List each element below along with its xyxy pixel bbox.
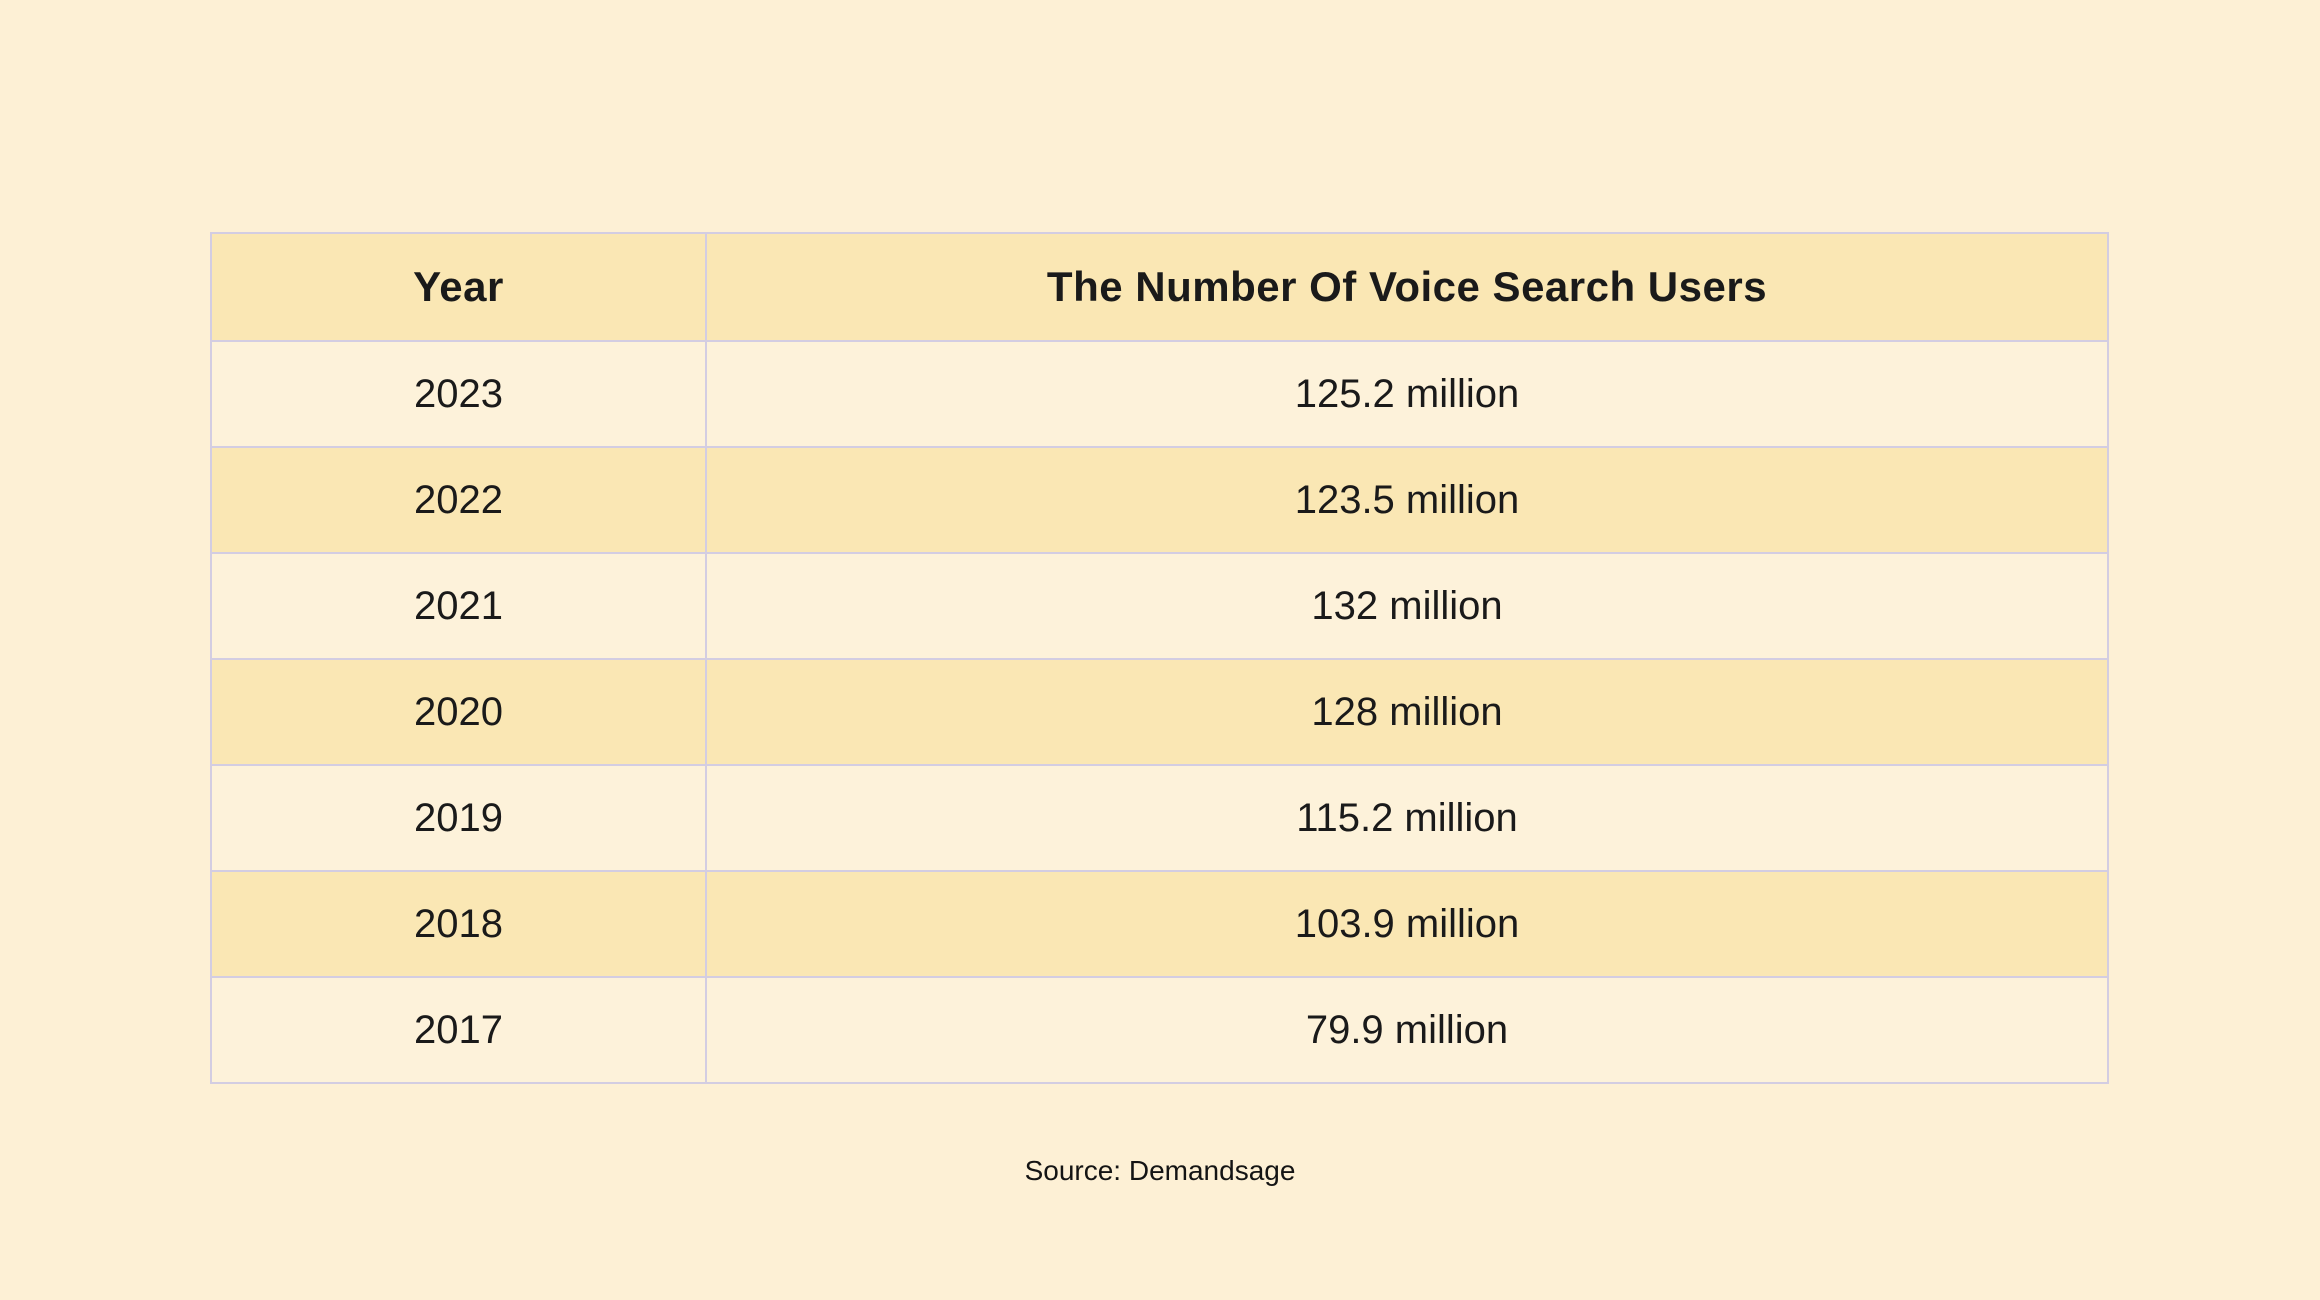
value-cell: 115.2 million xyxy=(705,764,2109,872)
source-caption: Source: Demandsage xyxy=(1024,1155,1296,1186)
value-cell: 103.9 million xyxy=(705,870,2109,978)
voice-search-users-table: Year The Number Of Voice Search Users 20… xyxy=(210,232,2109,1084)
year-cell: 2022 xyxy=(210,446,707,554)
table-row: 2022 123.5 million xyxy=(210,446,2109,554)
table-row: 2018 103.9 million xyxy=(210,870,2109,978)
year-cell: 2018 xyxy=(210,870,707,978)
value-cell: 123.5 million xyxy=(705,446,2109,554)
table-row: 2019 115.2 million xyxy=(210,764,2109,872)
year-cell: 2021 xyxy=(210,552,707,660)
value-cell: 79.9 million xyxy=(705,976,2109,1084)
value-cell: 128 million xyxy=(705,658,2109,766)
year-cell: 2023 xyxy=(210,340,707,448)
year-cell: 2017 xyxy=(210,976,707,1084)
table-row: 2020 128 million xyxy=(210,658,2109,766)
table-row: 2021 132 million xyxy=(210,552,2109,660)
year-column-header: Year xyxy=(210,232,707,342)
table-header-row: Year The Number Of Voice Search Users xyxy=(210,232,2109,342)
value-cell: 132 million xyxy=(705,552,2109,660)
year-cell: 2019 xyxy=(210,764,707,872)
table-row: 2023 125.2 million xyxy=(210,340,2109,448)
users-column-header: The Number Of Voice Search Users xyxy=(705,232,2109,342)
year-cell: 2020 xyxy=(210,658,707,766)
value-cell: 125.2 million xyxy=(705,340,2109,448)
table-row: 2017 79.9 million xyxy=(210,976,2109,1084)
